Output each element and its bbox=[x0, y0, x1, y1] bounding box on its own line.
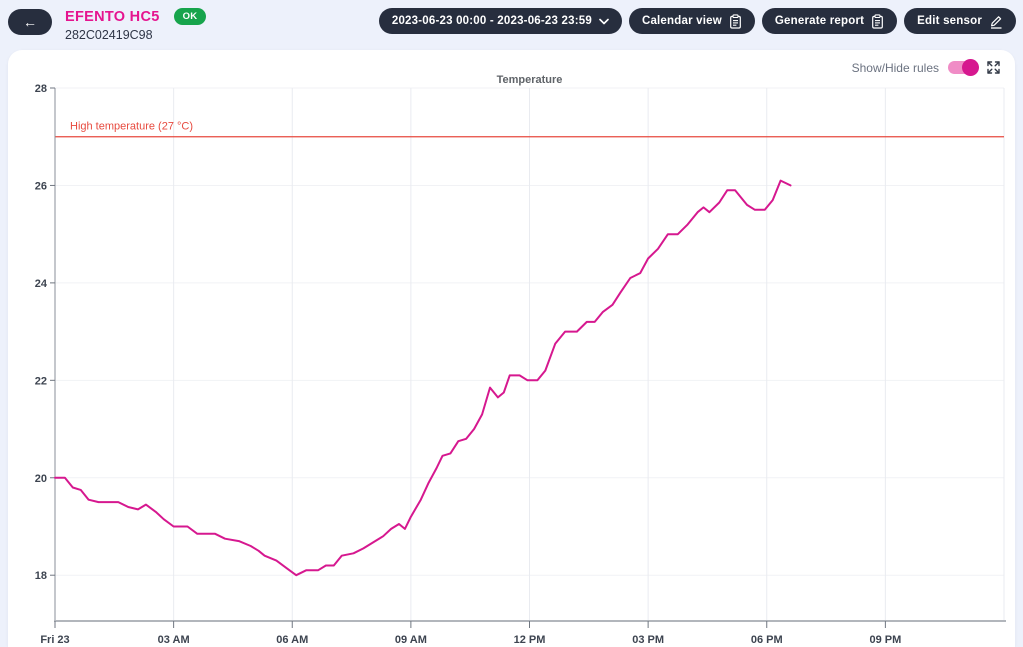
chevron-down-icon bbox=[599, 18, 609, 24]
svg-text:18: 18 bbox=[35, 570, 47, 582]
date-range-label: 2023-06-23 00:00 - 2023-06-23 23:59 bbox=[391, 15, 592, 27]
report-clipboard-icon bbox=[872, 13, 884, 29]
clipboard-icon bbox=[729, 13, 741, 29]
back-arrow-icon: ← bbox=[23, 14, 37, 30]
chart-card: Show/Hide rules High temperature (27 °C)… bbox=[8, 50, 1015, 647]
temperature-chart: High temperature (27 °C) 18 20 22 24 26 28 Fri … bbox=[35, 74, 1006, 646]
svg-text:09 AM: 09 AM bbox=[395, 634, 427, 646]
sensor-title: EFENTO HC5 bbox=[65, 8, 160, 25]
svg-text:09 PM: 09 PM bbox=[869, 634, 901, 646]
sensor-title-block: EFENTO HC5 OK 282C02419C98 bbox=[65, 8, 207, 42]
edit-sensor-button[interactable]: Edit sensor bbox=[904, 8, 1016, 34]
svg-text:12 PM: 12 PM bbox=[514, 634, 546, 646]
svg-text:26: 26 bbox=[35, 180, 47, 192]
fullscreen-button[interactable] bbox=[986, 60, 1001, 75]
svg-text:06 PM: 06 PM bbox=[751, 634, 783, 646]
svg-text:22: 22 bbox=[35, 375, 47, 387]
svg-text:High temperature (27 °C): High temperature (27 °C) bbox=[70, 121, 193, 133]
generate-report-button[interactable]: Generate report bbox=[761, 8, 898, 34]
svg-text:20: 20 bbox=[35, 473, 47, 485]
svg-text:Temperature: Temperature bbox=[497, 74, 563, 86]
toggle-knob bbox=[962, 59, 979, 76]
rules-toggle[interactable] bbox=[948, 59, 979, 76]
topbar-actions: 2023-06-23 00:00 - 2023-06-23 23:59 Cale… bbox=[378, 8, 1016, 34]
status-badge: OK bbox=[173, 8, 207, 25]
expand-icon bbox=[987, 61, 1000, 74]
generate-report-label: Generate report bbox=[774, 15, 865, 27]
svg-text:03 PM: 03 PM bbox=[632, 634, 664, 646]
rules-toggle-label: Show/Hide rules bbox=[851, 60, 939, 75]
svg-text:Fri 23: Fri 23 bbox=[40, 634, 69, 646]
svg-text:06 AM: 06 AM bbox=[276, 634, 308, 646]
pencil-icon bbox=[991, 15, 1002, 29]
back-button[interactable]: ← bbox=[8, 9, 52, 35]
calendar-view-button[interactable]: Calendar view bbox=[628, 8, 755, 34]
date-range-button[interactable]: 2023-06-23 00:00 - 2023-06-23 23:59 bbox=[378, 8, 622, 34]
sensor-serial: 282C02419C98 bbox=[65, 28, 153, 42]
topbar: ← EFENTO HC5 OK 282C02419C98 2023-06-23 … bbox=[0, 0, 1023, 44]
edit-sensor-label: Edit sensor bbox=[917, 15, 982, 27]
calendar-view-label: Calendar view bbox=[641, 15, 722, 27]
svg-text:24: 24 bbox=[35, 278, 48, 290]
svg-text:03 AM: 03 AM bbox=[158, 634, 190, 646]
chart-controls: Show/Hide rules bbox=[851, 59, 1001, 76]
svg-text:28: 28 bbox=[35, 83, 47, 95]
